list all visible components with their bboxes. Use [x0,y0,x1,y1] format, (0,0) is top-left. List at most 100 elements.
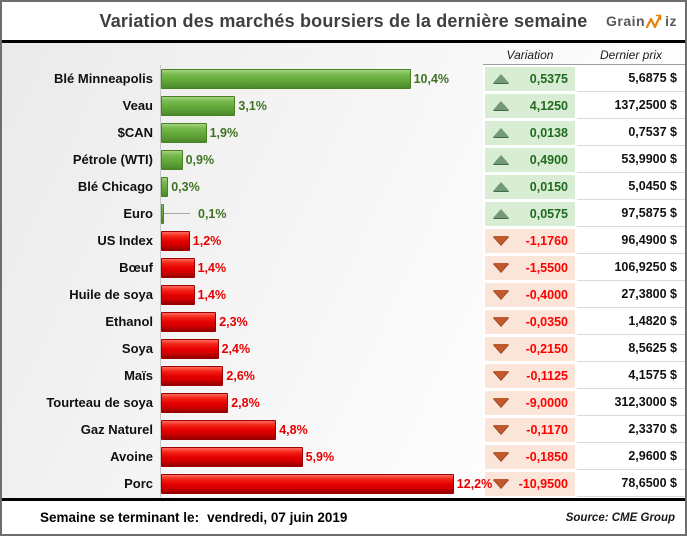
direction-arrow-icon [493,452,509,461]
chart-rows: Blé Minneapolis 10,4% 0,5375 5,6875 $ Ve… [2,65,685,497]
bar-value-label: 2,8% [231,395,260,410]
price-value: 2,3370 $ [577,416,685,443]
direction-arrow-icon [493,290,509,299]
variation-value: 4,1250 [529,98,568,113]
variation-value: -0,1125 [526,368,568,383]
variation-bar [161,68,411,89]
direction-arrow-icon [493,74,509,83]
bar-zone: 1,2% [160,227,483,254]
market-label: Ethanol [105,314,153,329]
market-label: Avoine [110,449,153,464]
price-value: 0,7537 $ [577,119,685,146]
variation-value: 0,0138 [529,125,568,140]
variation-value: -0,0350 [525,314,568,329]
market-label: Blé Chicago [77,179,153,194]
bar-value-label: 2,3% [219,314,248,329]
variation-bar [161,473,454,494]
variation-bar [161,230,190,251]
variation-cell: 4,1250 [483,92,577,119]
market-row: Blé Chicago 0,3% 0,0150 5,0450 $ [2,173,685,200]
market-row: $CAN 1,9% 0,0138 0,7537 $ [2,119,685,146]
bar-value-label: 1,4% [197,287,227,302]
market-label: $CAN [117,125,153,140]
variation-cell: -0,1850 [483,443,577,470]
variation-chip: 0,5375 [485,66,575,91]
variation-bar [161,149,183,170]
variation-value: 0,0150 [529,179,568,194]
source-credit: Source: CME Group [565,511,675,524]
bar-zone: 2,4% [160,335,483,362]
market-label: Porc [124,476,153,491]
price-value: 4,1575 $ [577,362,685,389]
table-header-row: Variation Dernier prix [2,45,685,65]
market-label: Euro [123,206,153,221]
variation-value: -0,1850 [525,449,568,464]
bar-zone: 1,4% [160,254,483,281]
bar-value-label: 0,9% [185,152,215,167]
chart-and-table: Variation Dernier prix Blé Minneapolis 1… [2,43,685,498]
market-label: Huile de soya [69,287,153,302]
variation-cell: 0,0138 [483,119,577,146]
variation-chip: -9,0000 [485,390,575,415]
footer-divider-line [2,498,685,501]
column-header-variation: Variation [483,45,577,65]
market-row: Ethanol 2,3% -0,0350 1,4820 $ [2,308,685,335]
market-label: Veau [122,98,153,113]
bar-value-label: 4,8% [279,422,308,437]
market-label: Gaz Naturel [80,422,153,437]
market-row: Veau 3,1% 4,1250 137,2500 $ [2,92,685,119]
market-row: Porc 12,2% -10,9500 78,6500 $ [2,470,685,497]
bar-value-label: 1,4% [197,260,227,275]
variation-bar [161,95,236,116]
bar-value-label: 10,4% [413,71,450,86]
variation-value: -1,1760 [525,233,568,248]
market-row: Maïs 2,6% -0,1125 4,1575 $ [2,362,685,389]
bar-zone: 1,4% [160,281,483,308]
bar-zone: 10,4% [160,65,483,92]
variation-value: -1,5500 [525,260,568,275]
header-bars-spacer [160,45,483,65]
bar-zone: 0,9% [160,146,483,173]
bar-zone: 2,8% [160,389,483,416]
variation-cell: -0,4000 [483,281,577,308]
variation-chip: -0,1850 [485,444,575,469]
variation-chip: -0,1125 [485,363,575,388]
variation-cell: -1,1760 [483,227,577,254]
price-value: 5,6875 $ [577,65,685,92]
bar-zone: 3,1% [160,92,483,119]
variation-bar [161,446,303,467]
variation-chip: -1,1760 [485,228,575,253]
price-value: 96,4900 $ [577,227,685,254]
bar-zone: 5,9% [160,443,483,470]
variation-bar [161,284,195,305]
bar-value-label: 2,6% [226,368,255,383]
direction-arrow-icon [493,398,509,407]
bar-value-label: 0,3% [171,179,200,194]
bar-value-label: 1,2% [192,233,222,248]
variation-cell: -0,1125 [483,362,577,389]
direction-arrow-icon [493,182,509,191]
variation-chip: 0,0138 [485,120,575,145]
variation-value: -0,1170 [526,422,568,437]
market-row: Tourteau de soya 2,8% -9,0000 312,3000 $ [2,389,685,416]
variation-value: -0,4000 [525,287,568,302]
variation-cell: -1,5500 [483,254,577,281]
variation-chip: 0,4900 [485,147,575,172]
bar-zone: 1,9% [160,119,483,146]
bar-value-label: 3,1% [238,98,267,113]
logo-text-grain: Grain [606,13,646,29]
market-label: Maïs [124,368,153,383]
price-value: 312,3000 $ [577,389,685,416]
bar-zone: 0,1% [160,200,483,227]
variation-bar [161,176,169,197]
price-value: 137,2500 $ [577,92,685,119]
bar-zone: 2,3% [160,308,483,335]
market-label: Pétrole (WTI) [72,152,153,167]
direction-arrow-icon [493,128,509,137]
variation-bar [161,365,224,386]
market-label: Tourteau de soya [46,395,153,410]
direction-arrow-icon [493,425,509,434]
variation-bar [161,419,277,440]
bar-value-label: 0,1% [198,206,227,221]
market-row: Bœuf 1,4% -1,5500 106,9250 $ [2,254,685,281]
